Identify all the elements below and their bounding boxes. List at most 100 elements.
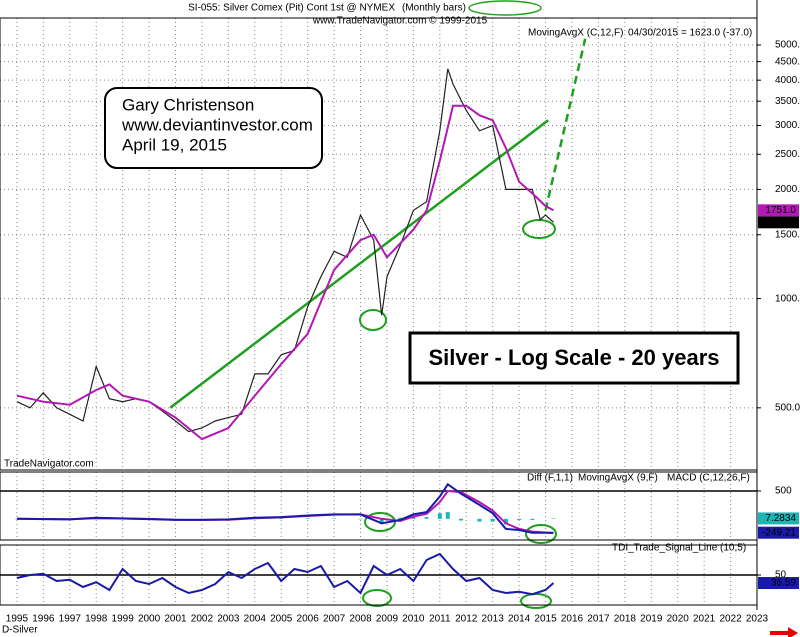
bar [411,516,416,519]
note-line: Gary Christenson [122,95,254,114]
highlight [364,512,396,532]
x-tick-label: 2014 [508,614,531,625]
x-tick-label: 2007 [323,614,346,625]
subtitle: www.TradeNavigator.com © 1999-2015 [312,16,488,27]
chart-title: SI-055: Silver Comex (Pit) Cont 1st @ NY… [188,3,395,14]
y-tick-label: 50 [775,570,787,581]
bar [490,518,495,522]
value-box [758,204,799,217]
y-tick-label: 2000.0 [775,184,800,195]
title-tag: (Monthly bars) [402,3,466,14]
highlight [525,524,557,544]
bar [424,517,429,519]
value-box [758,577,799,590]
x-tick-label: 2013 [482,614,505,625]
series-line [16,552,555,596]
x-tick-label: 2012 [455,614,478,625]
bar [332,518,337,520]
y-tick-label: 2500.0 [775,149,800,160]
y-tick-label: 500 [775,486,792,497]
caption-box [408,331,740,385]
value-box [758,526,799,539]
y-tick-label: 1500.0 [775,229,800,240]
trend-line [169,119,549,409]
caption: Silver - Log Scale - 20 years [428,345,719,370]
bar [551,518,556,519]
bar [458,518,463,521]
x-tick-label: 2022 [719,614,742,625]
highlight [468,0,542,16]
x-tick-label: 1999 [112,614,135,625]
symbol: D-Silver [2,625,38,636]
y-tick-label: 4500.0 [775,56,800,67]
x-tick-label: 1996 [32,614,55,625]
bar [503,518,508,525]
note-line: April 19, 2015 [122,135,227,154]
legend-label: Diff (F,1,1) [527,473,573,484]
highlight [522,219,556,239]
series-line [16,104,554,441]
series-line [16,482,554,534]
bar [358,518,363,520]
x-tick-label: 2008 [349,614,372,625]
note-line: www.deviantinvestor.com [121,115,313,134]
legend-label: MovingAvgX (9,F) [578,473,658,484]
y-tick-label: 1000.0 [775,293,800,304]
value-box [758,512,799,525]
x-tick-label: 2023 [746,614,769,625]
value-label: 36.59 [771,578,796,589]
x-tick-label: 2003 [217,614,240,625]
value-label: 7.2834 [765,513,796,524]
x-tick-label: 2009 [376,614,399,625]
bar [477,518,482,522]
highlight [362,589,392,607]
x-tick-label: 2021 [693,614,716,625]
bar [445,512,450,519]
watermark: TradeNavigator.com [4,459,94,470]
x-tick-label: 2019 [640,614,663,625]
bar [517,518,522,520]
bar [437,513,442,519]
x-tick-label: 2004 [244,614,267,625]
value-label: 1623.0 [765,217,796,228]
scroll-arrow [770,627,798,637]
x-tick-label: 1997 [59,614,82,625]
x-tick-label: 2018 [614,614,637,625]
x-tick-label: 2005 [270,614,293,625]
y-tick-label: 4000.0 [775,75,800,86]
x-tick-label: 2010 [402,614,425,625]
x-tick-label: 2002 [191,614,214,625]
y-tick-label: 5000.0 [775,40,800,51]
series-line [16,68,554,433]
value-label: 1751.0 [765,205,796,216]
trend-line [544,38,587,211]
x-tick-label: 2016 [561,614,584,625]
x-tick-label: 1998 [85,614,108,625]
bar [398,517,403,519]
y-tick-label: 3500.0 [775,96,800,107]
x-tick-label: 2006 [297,614,320,625]
note-box [104,87,323,169]
x-tick-label: 2015 [534,614,557,625]
value-label: -249.21 [762,527,796,538]
value-box [758,216,799,229]
x-tick-label: 2020 [667,614,690,625]
legend-label: TDI_Trade_Signal_Line (10,5) [612,543,746,554]
x-tick-label: 2000 [138,614,161,625]
legend-label: MovingAvgX (C,12,F) [528,28,623,39]
highlight [359,309,387,331]
bar [305,518,310,519]
legend-label: MACD (C,12,26,F) [667,473,750,484]
x-tick-label: 2011 [429,614,451,625]
bar [379,518,384,524]
x-tick-label: 2017 [587,614,610,625]
y-tick-label: 500.0 [775,402,800,413]
bar [530,518,535,520]
x-tick-label: 1995 [6,614,29,625]
quote: 04/30/2015 = 1623.0 (-37.0) [628,28,752,39]
y-tick-label: 3000.0 [775,120,800,131]
bar [279,518,284,520]
x-tick-label: 2001 [164,614,187,625]
